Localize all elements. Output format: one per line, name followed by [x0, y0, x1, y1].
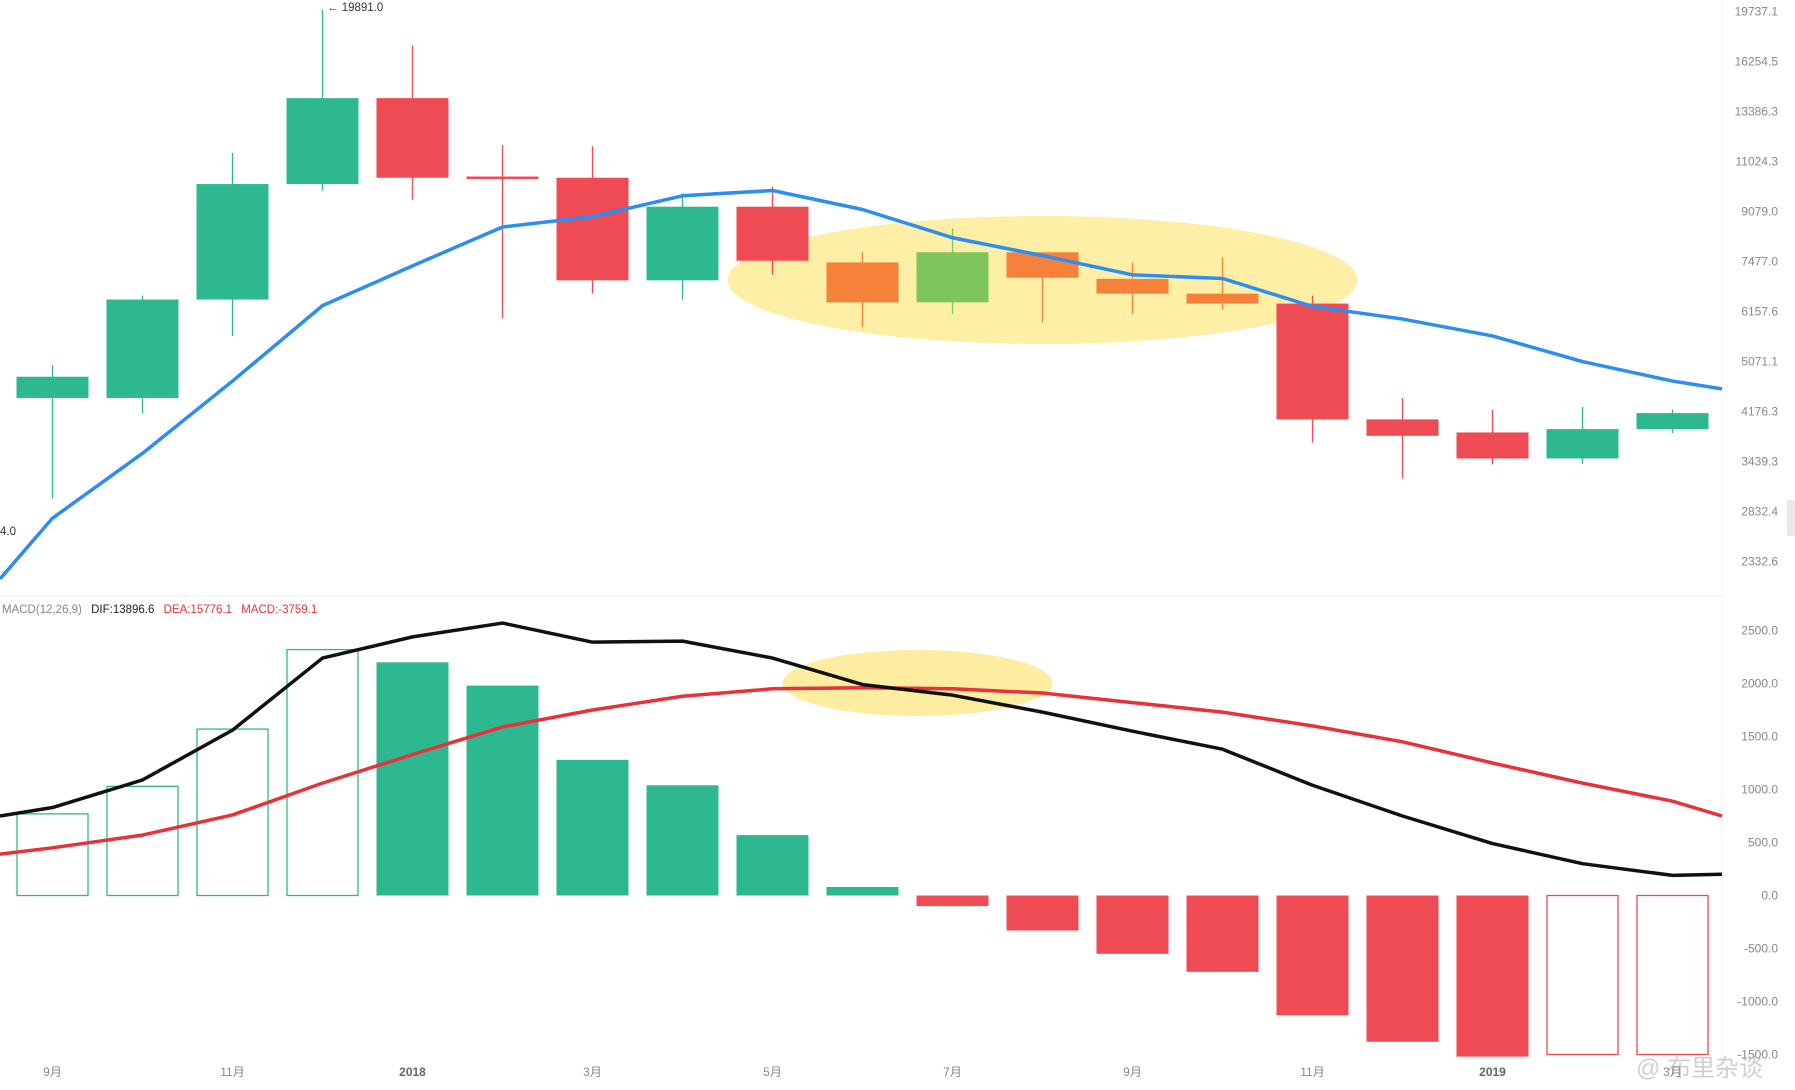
macd-legend-dif: DIF:13896.6 [91, 604, 155, 616]
macd-tick-label: -1500.0 [1737, 1048, 1778, 1062]
candle-body [1096, 278, 1169, 294]
candle-body [736, 206, 809, 261]
candle-body [1186, 293, 1259, 304]
price-tick-label: 7477.0 [1741, 254, 1778, 268]
macd-histogram-bar [1186, 895, 1259, 972]
macd-histogram-bar [16, 813, 89, 897]
time-axis: 9月 11月 2018 3月 5月 7月 9月 11月 2019 3月 [43, 1065, 1682, 1079]
macd-histogram-bar [646, 785, 719, 896]
price-y-axis: 19737.1 16254.5 13386.3 11024.3 9079.0 7477.0… [1735, 5, 1779, 569]
macd-histogram-bar [376, 662, 449, 896]
candle-body [466, 176, 539, 179]
macd-tick-label: 500.0 [1748, 836, 1778, 850]
macd-histogram-bar [1276, 895, 1349, 1016]
macd-tick-label: 2000.0 [1741, 677, 1778, 691]
candle-body [376, 98, 449, 178]
candle-body [826, 262, 899, 303]
candle-body [916, 252, 989, 303]
macd-histogram-bar [1006, 895, 1079, 931]
candle-body [1546, 429, 1619, 459]
candle-body [1456, 432, 1529, 459]
time-axis-label: 3月 [1663, 1065, 1682, 1079]
macd-y-axis: 2500.0 2000.0 1500.0 1000.0 500.0 0.0 -500.0 -1… [1737, 624, 1778, 1062]
candle-body [1366, 419, 1439, 436]
time-axis-label: 11月 [220, 1065, 244, 1079]
high-price-annotation: ← 19891.0 [327, 2, 384, 14]
macd-histogram-bar [466, 685, 539, 896]
macd-tick-label: 2500.0 [1741, 624, 1778, 638]
macd-tick-label: 1500.0 [1741, 730, 1778, 744]
macd-tick-label: -1000.0 [1737, 995, 1778, 1009]
macd-legend-macd: MACD:-3759.1 [241, 604, 318, 616]
time-axis-label: 5月 [763, 1065, 782, 1079]
time-axis-label: 11月 [1300, 1065, 1324, 1079]
price-tick-label: 3439.3 [1741, 454, 1778, 468]
dif-line [0, 621, 1723, 878]
price-tick-label: 6157.6 [1741, 304, 1778, 318]
macd-panel [0, 621, 1723, 1057]
macd-tick-label: 0.0 [1761, 889, 1778, 903]
time-axis-label: 7月 [943, 1065, 962, 1079]
macd-legend-title: MACD(12,26,9) [2, 604, 82, 616]
watermark: @ 布里杂谈 [1636, 1055, 1764, 1082]
macd-histogram-bar [1096, 895, 1169, 954]
macd-legend: MACD(12,26,9) DIF:13896.6 DEA:15776.1 MA… [2, 604, 323, 616]
candle-body [556, 177, 629, 281]
candle-body [646, 206, 719, 281]
price-tick-label: 5071.1 [1741, 354, 1778, 368]
macd-highlight-ellipse [782, 650, 1053, 716]
candle-body [1636, 413, 1709, 430]
macd-histogram-bar [556, 759, 629, 896]
price-tick-label: 16254.5 [1735, 54, 1779, 68]
macd-histogram-bar [1366, 895, 1439, 1042]
price-tick-label: 11024.3 [1736, 154, 1779, 168]
ma-line [0, 188, 1723, 581]
macd-tick-label: 1000.0 [1741, 783, 1778, 797]
edge-price-annotation: 4.0 [0, 526, 16, 538]
price-tick-label: 4176.3 [1741, 404, 1778, 418]
macd-histogram-bar [826, 887, 899, 896]
macd-legend-dea: DEA:15776.1 [163, 604, 233, 616]
candle-body [286, 98, 359, 185]
time-axis-label: 2018 [399, 1065, 426, 1079]
price-panel [0, 0, 1723, 1070]
time-axis-label: 9月 [43, 1065, 62, 1079]
dea-line [0, 685, 1723, 856]
macd-histogram-bar [916, 895, 989, 907]
price-tick-label: 13386.3 [1735, 104, 1779, 118]
time-axis-label: 9月 [1123, 1065, 1142, 1079]
macd-histogram-bar [736, 835, 809, 896]
macd-histogram-bar [286, 648, 359, 897]
candle-body [196, 184, 269, 300]
time-axis-label: 2019 [1479, 1065, 1506, 1079]
candle-body [1276, 303, 1349, 420]
macd-histogram-bar [1456, 895, 1529, 1057]
price-tick-label: 2832.4 [1741, 504, 1778, 518]
macd-histogram-bar [106, 785, 179, 897]
price-tick-label: 2332.6 [1741, 555, 1778, 569]
candle-body [106, 299, 179, 399]
macd-histogram-bar [1636, 894, 1709, 1056]
time-axis-label: 3月 [583, 1065, 602, 1079]
side-scroll-handle[interactable] [1787, 500, 1795, 536]
candle-body [16, 376, 89, 399]
macd-tick-label: -500.0 [1744, 942, 1778, 956]
macd-histogram-bar [1546, 894, 1619, 1056]
price-tick-label: 19737.1 [1735, 5, 1779, 19]
price-tick-label: 9079.0 [1741, 204, 1778, 218]
macd-histogram-bar [196, 728, 269, 897]
